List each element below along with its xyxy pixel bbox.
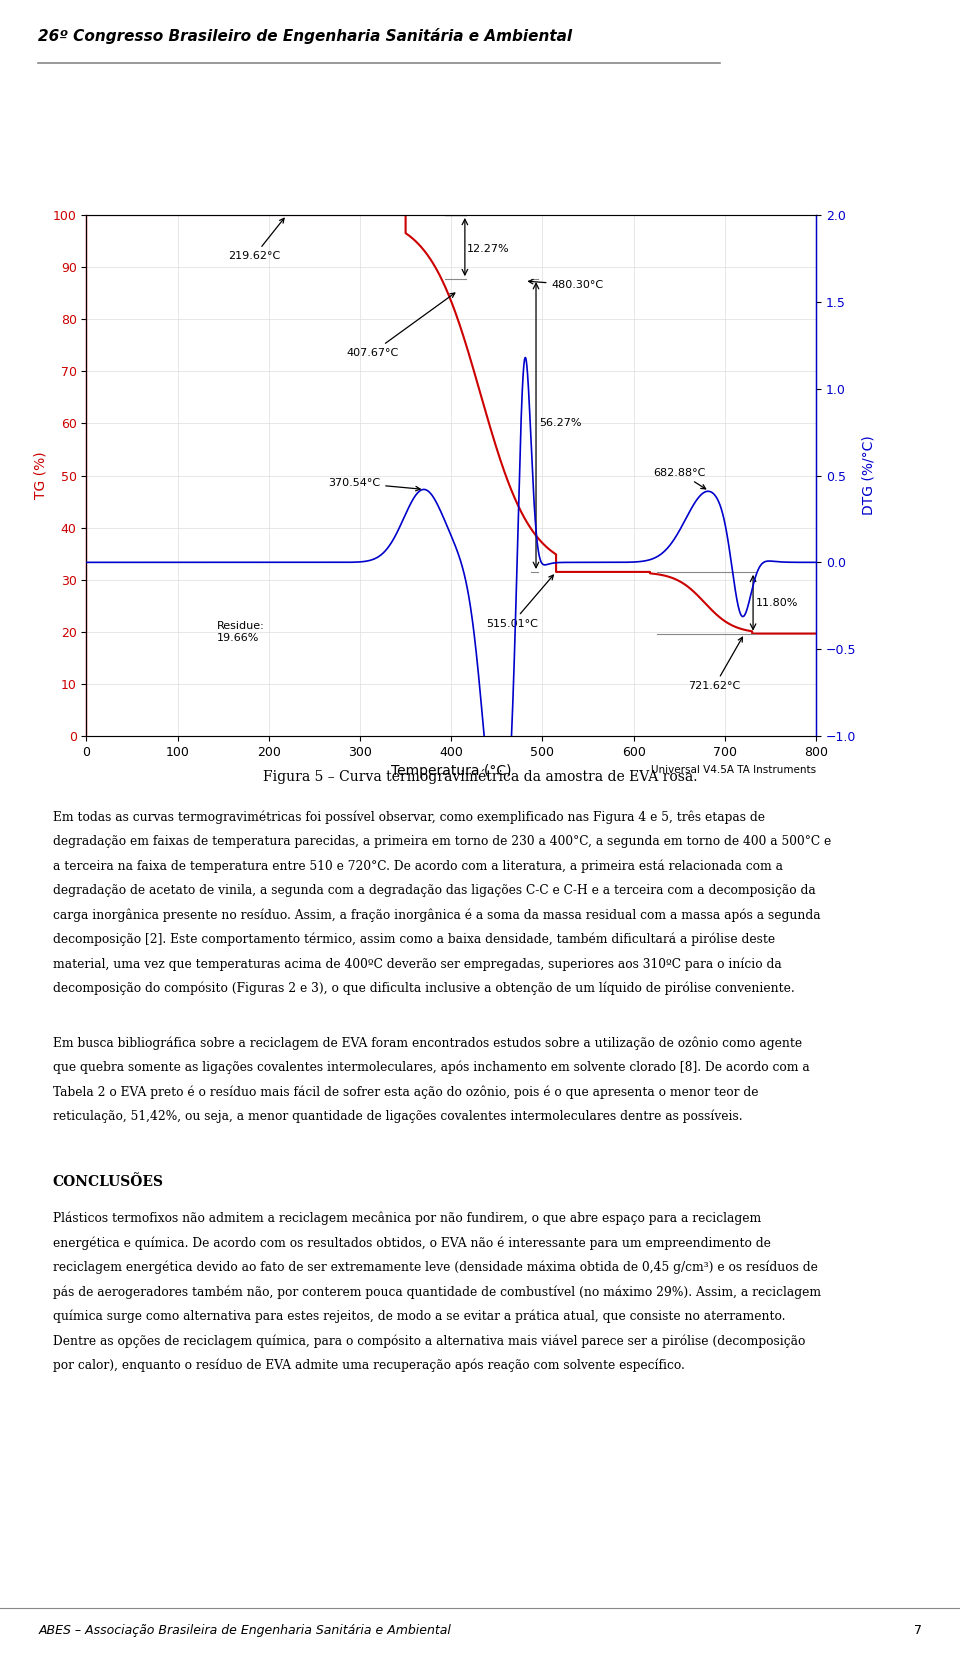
Text: 26º Congresso Brasileiro de Engenharia Sanitária e Ambiental: 26º Congresso Brasileiro de Engenharia S… bbox=[38, 28, 572, 45]
Text: que quebra somente as ligações covalentes intermoleculares, após inchamento em s: que quebra somente as ligações covalente… bbox=[53, 1060, 809, 1073]
Text: pás de aerogeradores também não, por conterem pouca quantidade de combustível (n: pás de aerogeradores também não, por con… bbox=[53, 1285, 821, 1298]
Text: degradação de acetato de vinila, a segunda com a degradação das ligações C-C e C: degradação de acetato de vinila, a segun… bbox=[53, 883, 816, 896]
Text: CONCLUSÕES: CONCLUSÕES bbox=[53, 1176, 164, 1189]
Text: degradação em faixas de temperatura parecidas, a primeira em torno de 230 a 400°: degradação em faixas de temperatura pare… bbox=[53, 835, 831, 849]
Text: carga inorgânica presente no resíduo. Assim, a fração inorgânica é a soma da mas: carga inorgânica presente no resíduo. As… bbox=[53, 908, 821, 921]
Text: Tabela 2 o EVA preto é o resíduo mais fácil de sofrer esta ação do ozônio, pois : Tabela 2 o EVA preto é o resíduo mais fá… bbox=[53, 1085, 758, 1098]
Text: energética e química. De acordo com os resultados obtidos, o EVA não é interessa: energética e química. De acordo com os r… bbox=[53, 1236, 771, 1250]
Text: decomposição do compósito (Figuras 2 e 3), o que dificulta inclusive a obtenção : decomposição do compósito (Figuras 2 e 3… bbox=[53, 982, 795, 996]
Text: 407.67°C: 407.67°C bbox=[347, 293, 455, 357]
Text: 370.54°C: 370.54°C bbox=[328, 478, 420, 491]
X-axis label: Temperatura (°C): Temperatura (°C) bbox=[391, 764, 512, 779]
Text: 11.80%: 11.80% bbox=[756, 599, 798, 609]
Text: Figura 5 – Curva termogravimétrica da amostra de EVA rosa.: Figura 5 – Curva termogravimétrica da am… bbox=[263, 769, 697, 784]
Text: 12.27%: 12.27% bbox=[467, 243, 510, 253]
Text: 7: 7 bbox=[914, 1624, 922, 1637]
Y-axis label: TG (%): TG (%) bbox=[34, 452, 47, 500]
Y-axis label: DTG (%/°C): DTG (%/°C) bbox=[862, 435, 876, 516]
Text: Em busca bibliográfica sobre a reciclagem de EVA foram encontrados estudos sobre: Em busca bibliográfica sobre a reciclage… bbox=[53, 1035, 802, 1050]
Text: 515.01°C: 515.01°C bbox=[486, 576, 553, 629]
Text: Plásticos termofixos não admitem a reciclagem mecânica por não fundirem, o que a: Plásticos termofixos não admitem a recic… bbox=[53, 1212, 761, 1226]
Text: 721.62°C: 721.62°C bbox=[688, 637, 742, 691]
Text: a terceira na faixa de temperatura entre 510 e 720°C. De acordo com a literatura: a terceira na faixa de temperatura entre… bbox=[53, 860, 782, 873]
Text: Universal V4.5A TA Instruments: Universal V4.5A TA Instruments bbox=[651, 764, 816, 774]
Text: Dentre as opções de reciclagem química, para o compósito a alternativa mais viáv: Dentre as opções de reciclagem química, … bbox=[53, 1335, 805, 1348]
Text: Em todas as curvas termogravimétricas foi possível observar, como exemplificado : Em todas as curvas termogravimétricas fo… bbox=[53, 810, 765, 824]
Text: química surge como alternativa para estes rejeitos, de modo a se evitar a prátic: química surge como alternativa para este… bbox=[53, 1310, 785, 1323]
Text: Residue:
19.66%: Residue: 19.66% bbox=[217, 622, 265, 643]
Text: material, uma vez que temperaturas acima de 400ºC deverão ser empregadas, superi: material, uma vez que temperaturas acima… bbox=[53, 958, 781, 971]
Text: por calor), enquanto o resíduo de EVA admite uma recuperação após reação com sol: por calor), enquanto o resíduo de EVA ad… bbox=[53, 1358, 684, 1373]
Text: reticulação, 51,42%, ou seja, a menor quantidade de ligações covalentes intermol: reticulação, 51,42%, ou seja, a menor qu… bbox=[53, 1110, 742, 1123]
Text: decomposição [2]. Este comportamento térmico, assim como a baixa densidade, tamb: decomposição [2]. Este comportamento tér… bbox=[53, 933, 775, 946]
Text: 219.62°C: 219.62°C bbox=[228, 218, 284, 261]
Text: 682.88°C: 682.88°C bbox=[654, 468, 706, 490]
Text: ABES – Associação Brasileira de Engenharia Sanitária e Ambiental: ABES – Associação Brasileira de Engenhar… bbox=[38, 1624, 451, 1637]
Text: reciclagem energética devido ao fato de ser extremamente leve (densidade máxima : reciclagem energética devido ao fato de … bbox=[53, 1260, 818, 1274]
Text: 56.27%: 56.27% bbox=[540, 418, 582, 428]
Text: 480.30°C: 480.30°C bbox=[529, 280, 604, 289]
